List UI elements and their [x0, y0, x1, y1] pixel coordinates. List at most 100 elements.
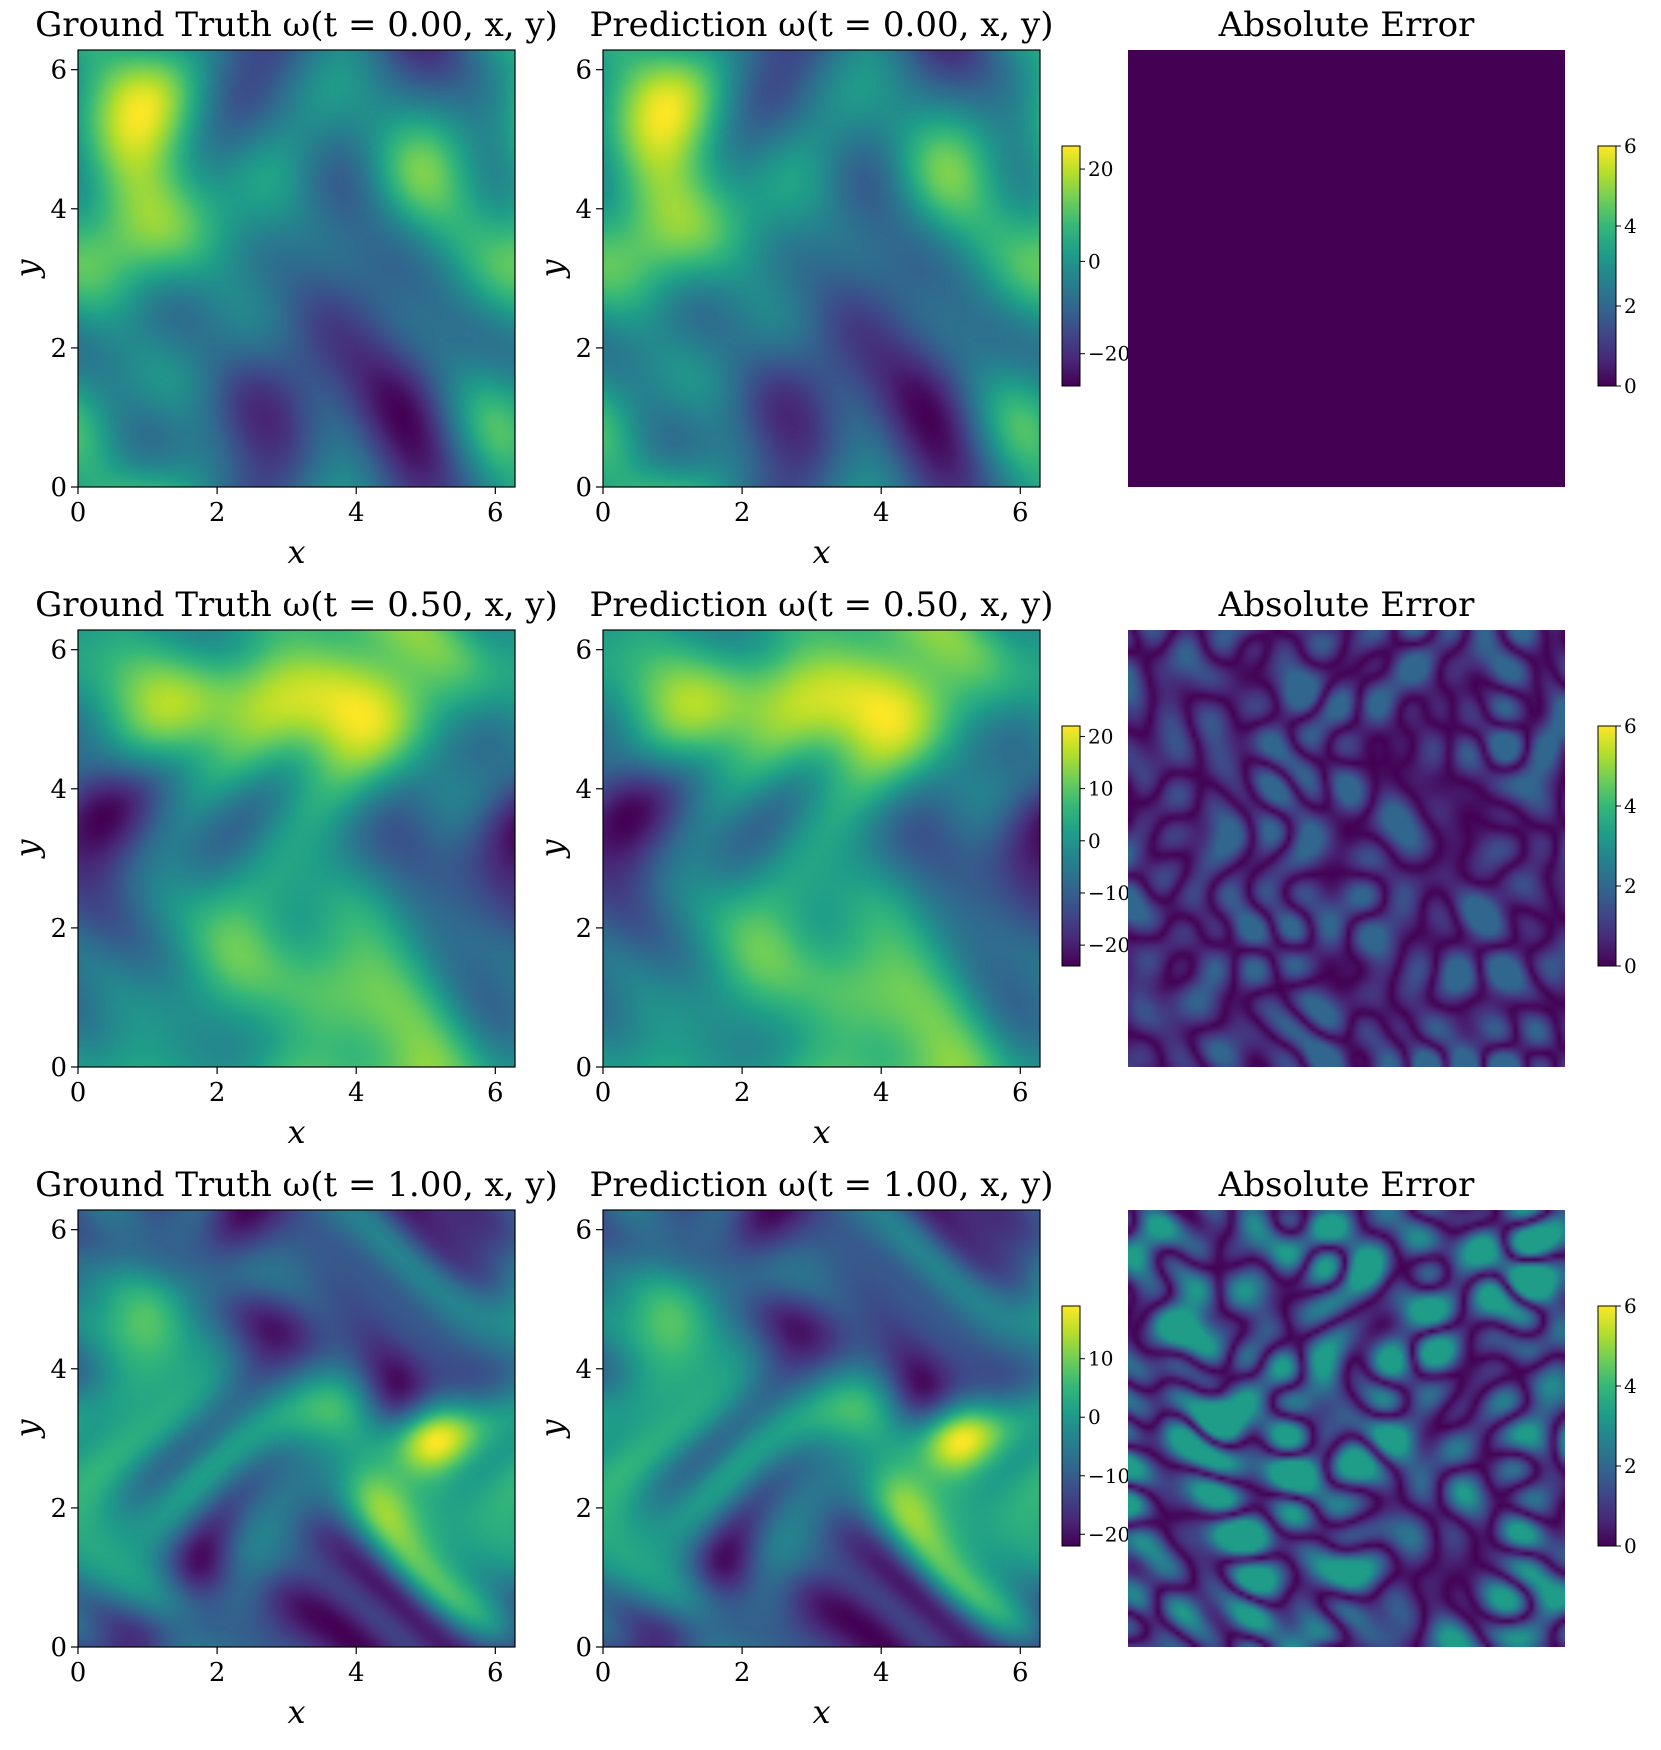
colorbar-tick-label: −10	[1088, 881, 1130, 905]
colorbar-tick-label: 6	[1624, 1294, 1637, 1318]
colorbar-tick-label: 2	[1624, 874, 1637, 898]
x-tick-label: 0	[595, 1658, 612, 1688]
colorbar-tick-label: 4	[1624, 214, 1637, 238]
y-axis-label: y	[533, 259, 571, 280]
colorbar-tick-label: 2	[1624, 294, 1637, 318]
colorbar-tick-label: −20	[1088, 933, 1130, 957]
y-tick-label: 4	[50, 1355, 67, 1385]
x-tick-label: 0	[70, 498, 87, 528]
x-tick-label: 6	[1012, 1658, 1029, 1688]
x-axis-label: x	[812, 533, 830, 571]
x-tick-label: 6	[487, 1658, 504, 1688]
y-tick-label: 0	[50, 1053, 67, 1083]
x-tick-label: 4	[873, 498, 890, 528]
y-tick-label: 4	[50, 775, 67, 805]
x-tick-label: 0	[70, 1658, 87, 1688]
y-tick-label: 4	[575, 1355, 592, 1385]
axes-frame	[602, 1209, 1041, 1648]
colorbar-tick-label: 0	[1088, 1405, 1101, 1429]
colorbar-tick-label: 20	[1088, 724, 1113, 748]
colorbar	[1597, 725, 1617, 967]
colorbar-tick-label: 0	[1624, 1534, 1637, 1558]
colorbar	[1597, 145, 1617, 387]
y-tick-label: 2	[575, 334, 592, 364]
x-axis-label: x	[287, 1693, 305, 1731]
colorbar	[1061, 145, 1081, 387]
x-tick-label: 4	[348, 1658, 365, 1688]
colorbar-tick-label: 6	[1624, 714, 1637, 738]
axes-frame	[602, 629, 1041, 1068]
y-tick-label: 6	[50, 1216, 67, 1246]
panel-title: Absolute Error	[1218, 1165, 1475, 1205]
y-tick-label: 2	[50, 334, 67, 364]
y-tick-label: 4	[575, 775, 592, 805]
y-tick-label: 6	[50, 56, 67, 86]
heatmap-image	[603, 630, 1040, 1067]
x-tick-label: 0	[595, 1078, 612, 1108]
x-tick-label: 2	[209, 1078, 226, 1108]
heatmap-image	[78, 50, 515, 487]
y-axis-label: y	[8, 259, 46, 280]
colorbar-tick-label: 20	[1088, 157, 1113, 181]
x-tick-label: 4	[348, 498, 365, 528]
x-axis-label: x	[287, 1113, 305, 1151]
panel-title: Prediction ω(t = 0.00, x, y)	[590, 5, 1054, 45]
panel-title: Prediction ω(t = 0.50, x, y)	[590, 585, 1054, 625]
y-tick-label: 0	[50, 473, 67, 503]
colorbar-tick-label: 0	[1088, 829, 1101, 853]
x-tick-label: 6	[487, 498, 504, 528]
colorbar-tick-label: 10	[1088, 1347, 1113, 1371]
colorbar-tick-label: −20	[1088, 1522, 1130, 1546]
x-tick-label: 6	[1012, 498, 1029, 528]
heatmap-image	[78, 630, 515, 1067]
x-tick-label: 4	[348, 1078, 365, 1108]
axes-frame	[77, 629, 516, 1068]
colorbar-tick-label: 0	[1624, 374, 1637, 398]
y-tick-label: 6	[575, 636, 592, 666]
y-axis-label: y	[8, 839, 46, 860]
y-tick-label: 4	[575, 195, 592, 225]
y-tick-label: 2	[50, 914, 67, 944]
colorbar-tick-label: 4	[1624, 1374, 1637, 1398]
y-axis-label: y	[533, 839, 571, 860]
panel-title: Ground Truth ω(t = 0.00, x, y)	[35, 5, 558, 45]
panel-title: Prediction ω(t = 1.00, x, y)	[590, 1165, 1054, 1205]
y-tick-label: 0	[575, 1633, 592, 1663]
panel-title: Ground Truth ω(t = 0.50, x, y)	[35, 585, 558, 625]
y-tick-label: 4	[50, 195, 67, 225]
heatmap-image	[1128, 50, 1565, 487]
y-tick-label: 2	[575, 1494, 592, 1524]
x-tick-label: 4	[873, 1078, 890, 1108]
axes-frame	[77, 1209, 516, 1648]
y-tick-label: 2	[50, 1494, 67, 1524]
colorbar-tick-label: 4	[1624, 794, 1637, 818]
colorbar	[1061, 725, 1081, 967]
y-axis-label: y	[533, 1419, 571, 1440]
y-tick-label: 0	[575, 473, 592, 503]
axes-frame	[602, 49, 1041, 488]
colorbar-tick-label: 2	[1624, 1454, 1637, 1478]
colorbar	[1061, 1305, 1081, 1547]
x-tick-label: 2	[209, 498, 226, 528]
axes-frame	[77, 49, 516, 488]
colorbar-tick-label: 6	[1624, 134, 1637, 158]
y-axis-label: y	[8, 1419, 46, 1440]
x-tick-label: 4	[873, 1658, 890, 1688]
heatmap-image	[1128, 1210, 1565, 1647]
x-tick-label: 2	[734, 1078, 751, 1108]
x-tick-label: 6	[487, 1078, 504, 1108]
heatmap-image	[603, 50, 1040, 487]
y-tick-label: 2	[575, 914, 592, 944]
x-tick-label: 0	[595, 498, 612, 528]
colorbar-tick-label: 0	[1624, 954, 1637, 978]
y-tick-label: 6	[575, 56, 592, 86]
heatmap-image	[78, 1210, 515, 1647]
y-tick-label: 6	[50, 636, 67, 666]
y-tick-label: 0	[50, 1633, 67, 1663]
colorbar-tick-label: 10	[1088, 777, 1113, 801]
heatmap-image	[603, 1210, 1040, 1647]
panel-title: Absolute Error	[1218, 5, 1475, 45]
y-tick-label: 0	[575, 1053, 592, 1083]
colorbar-tick-label: −10	[1088, 1464, 1130, 1488]
